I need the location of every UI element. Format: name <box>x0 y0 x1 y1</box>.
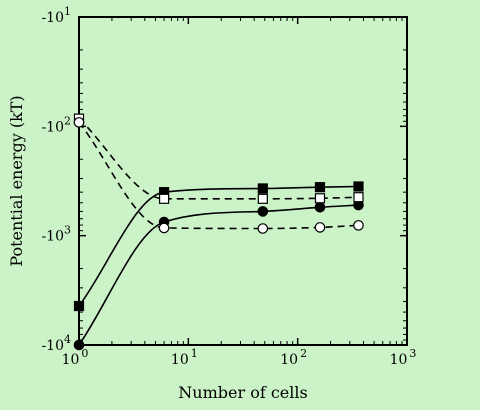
data-point-filled-circle <box>73 339 85 351</box>
data-point-open-square <box>314 193 326 204</box>
data-point-open-circle <box>314 222 326 233</box>
data-point-filled-square <box>353 181 364 192</box>
plot-area-frame <box>78 16 408 346</box>
y-axis-label: Potential energy (kT) <box>7 95 26 266</box>
x-axis-ticks: 10 0 10 1 10 2 10 3 <box>62 17 417 368</box>
x-axis-label: Number of cells <box>178 383 307 402</box>
data-point-open-circle <box>353 220 364 231</box>
x-tick-label: 10 1 <box>171 347 198 368</box>
y-tick-label: -101 <box>41 5 71 26</box>
data-point-filled-circle <box>257 206 269 217</box>
data-point-open-circle <box>158 222 170 234</box>
y-tick-label: -102 <box>41 114 71 135</box>
x-tick-label: 10 3 <box>390 347 417 368</box>
data-point-filled-square <box>73 300 85 312</box>
x-tick-label: 10 2 <box>280 347 307 368</box>
series-curve-filled-square <box>78 185 359 307</box>
y-tick-label: -104 <box>41 333 71 354</box>
x-tick-label: 10 0 <box>62 347 89 368</box>
data-point-filled-square <box>257 183 268 194</box>
y-tick-label: -103 <box>41 224 71 245</box>
y-axis-ticks: -101 -102 -103 -104 <box>41 5 407 354</box>
data-point-open-square <box>158 193 170 204</box>
series-curves <box>78 118 359 346</box>
data-point-open-square <box>257 193 268 204</box>
data-point-filled-square <box>314 182 326 193</box>
series-curve-open-square <box>78 118 359 200</box>
data-point-open-square <box>353 192 364 203</box>
data-point-open-circle <box>73 117 85 128</box>
data-point-open-circle <box>257 223 269 234</box>
data-point-filled-circle <box>314 201 326 213</box>
series-points <box>73 113 364 351</box>
